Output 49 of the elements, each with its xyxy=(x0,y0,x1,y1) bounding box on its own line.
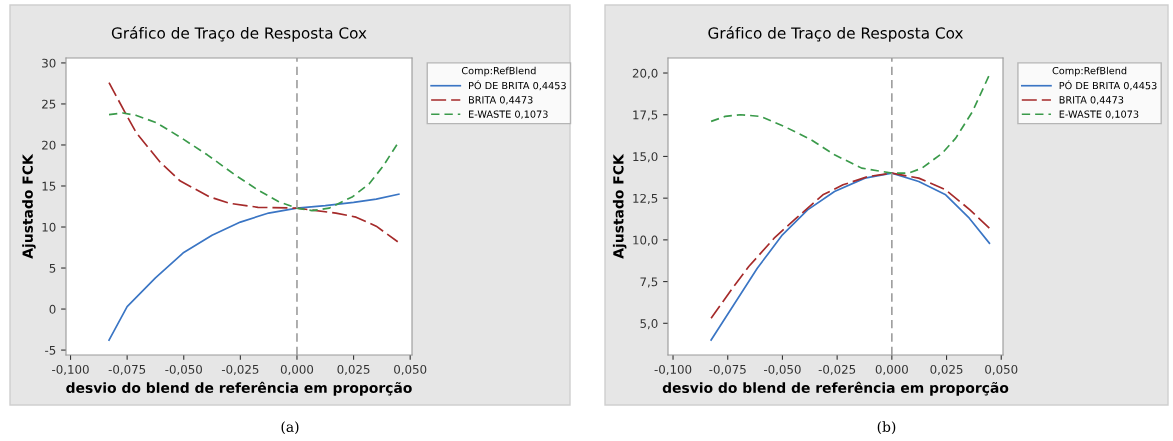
x-tick-label: -0,025 xyxy=(221,364,259,376)
x-tick-label: 0,050 xyxy=(394,364,427,376)
legend-label: E-WASTE 0,1073 xyxy=(469,110,548,119)
y-tick-label: 20 xyxy=(42,140,56,150)
x-tick-label: -0,100 xyxy=(654,364,692,376)
y-tick-label: 20,0 xyxy=(632,68,658,79)
x-tick-label: -0,025 xyxy=(818,364,856,376)
line-series xyxy=(710,73,991,174)
x-tick-label: -0,050 xyxy=(165,364,202,376)
y-axis-title: Ajustado FCK xyxy=(612,153,627,259)
x-tick-label: -0,100 xyxy=(52,364,89,376)
y-tick-label: -5 xyxy=(45,345,56,355)
x-tick-label: 0,000 xyxy=(875,364,908,376)
legend-label: PÓ DE BRITA 0,4453 xyxy=(469,80,566,91)
x-tick-label: -0,050 xyxy=(763,364,801,376)
legend-label: PÓ DE BRITA 0,4453 xyxy=(1059,80,1157,91)
x-axis-title: desvio do blend de referência em proporção xyxy=(66,381,412,396)
x-tick-label: -0,075 xyxy=(709,364,746,376)
chart-title: Gráfico de Traço de Resposta Cox xyxy=(111,26,367,42)
y-tick-label: 17,5 xyxy=(633,110,658,121)
x-tick-label: 0,025 xyxy=(930,364,963,376)
y-tick-label: 0 xyxy=(49,304,56,314)
x-tick-label: 0,000 xyxy=(280,364,314,376)
y-tick-label: 10 xyxy=(42,222,56,232)
line-series xyxy=(108,81,399,243)
y-tick-label: 30 xyxy=(42,58,56,68)
y-tick-label: 15,0 xyxy=(633,152,658,163)
y-tick-label: 15 xyxy=(42,181,56,191)
x-tick-label: 0,025 xyxy=(337,364,370,376)
chart-title: Gráfico de Traço de Resposta Cox xyxy=(708,26,964,42)
x-axis-title: desvio do blend de referência em proporção xyxy=(662,381,1009,396)
line-series xyxy=(108,193,400,342)
y-tick-label: 25 xyxy=(42,99,56,109)
legend-label: BRITA 0,4473 xyxy=(1059,96,1124,105)
line-series xyxy=(108,112,399,212)
x-tick-label: -0,075 xyxy=(108,364,146,376)
text: (a) xyxy=(281,421,299,434)
y-axis-title: Ajustado FCK xyxy=(22,153,36,259)
y-tick-label: 5 xyxy=(49,263,56,273)
legend-title: Comp:RefBlend xyxy=(461,66,536,77)
y-tick-label: 10,0 xyxy=(633,235,658,246)
legend-label: BRITA 0,4473 xyxy=(469,96,533,105)
text: (b) xyxy=(877,421,896,434)
y-tick-label: 5,0 xyxy=(640,319,658,330)
y-tick-label: 7,5 xyxy=(640,277,658,288)
x-tick-label: 0,050 xyxy=(985,364,1018,376)
y-tick-label: 12,5 xyxy=(633,193,658,205)
legend-title: Comp:RefBlend xyxy=(1052,66,1127,77)
legend-label: E-WASTE 0,1073 xyxy=(1059,110,1139,119)
